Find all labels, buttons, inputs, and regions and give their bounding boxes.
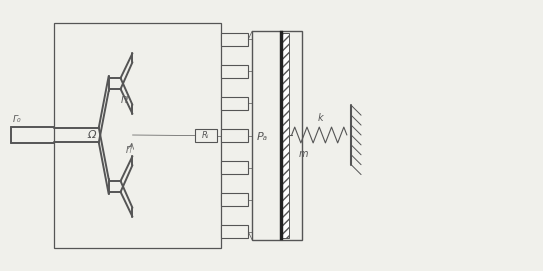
Text: Γᵢ: Γᵢ: [125, 146, 131, 155]
Bar: [252, 31, 302, 240]
Bar: [220, 161, 248, 174]
Bar: [220, 97, 248, 110]
Bar: [220, 65, 248, 78]
Bar: [220, 193, 248, 206]
Bar: [220, 225, 248, 238]
Text: m: m: [299, 149, 308, 159]
Text: Pₐ: Pₐ: [256, 132, 268, 142]
Bar: [220, 33, 248, 46]
Bar: [220, 129, 248, 142]
Text: Ω: Ω: [87, 130, 96, 140]
Text: k: k: [318, 113, 323, 123]
Bar: [280, 31, 283, 240]
Text: Rᵢ: Rᵢ: [202, 131, 210, 140]
Bar: [282, 33, 289, 238]
Text: Γ₀: Γ₀: [12, 115, 21, 124]
Bar: [195, 129, 217, 142]
Text: Γℓ: Γℓ: [121, 96, 130, 105]
Bar: [54, 23, 220, 248]
